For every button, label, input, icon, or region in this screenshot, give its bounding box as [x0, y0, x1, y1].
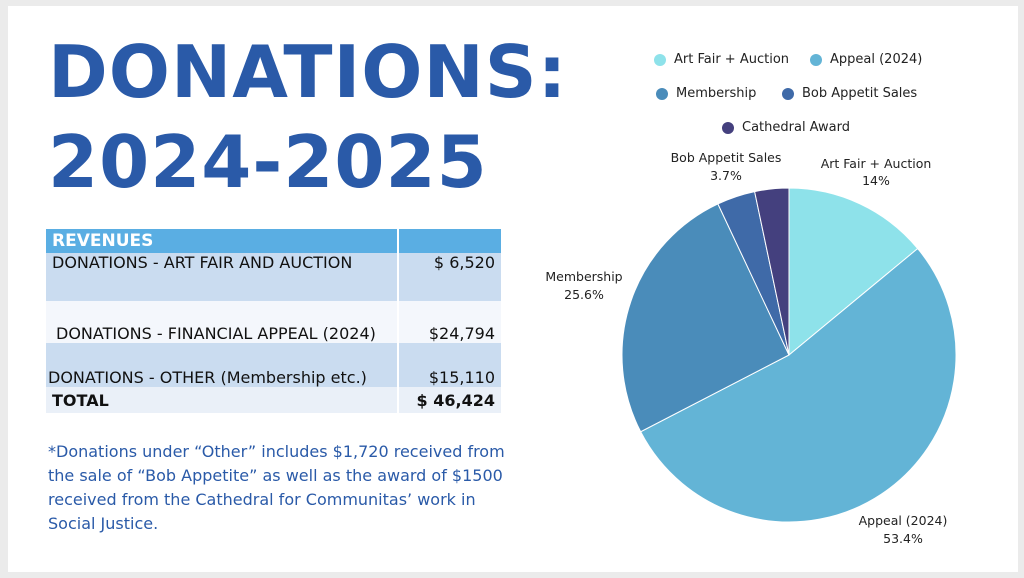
slice-name-label: Membership [545, 269, 622, 284]
revenue-table: REVENUES DONATIONS - ART FAIR AND AUCTIO… [46, 229, 501, 413]
legend-label: Art Fair + Auction [674, 52, 790, 67]
title-line-2: 2024-2025 [48, 120, 488, 204]
legend-swatch [782, 87, 794, 100]
legend-label: Appeal (2024) [830, 52, 923, 67]
footnote: *Donations under “Other” includes $1,720… [48, 442, 505, 533]
slice-percent-label: 14% [862, 173, 890, 188]
total-amount: $ 46,424 [398, 387, 501, 413]
legend-label: Bob Appetit Sales [802, 86, 918, 101]
table-row: DONATIONS - OTHER (Membership etc.) $15,… [46, 343, 501, 387]
pie-slice [621, 203, 790, 433]
title-line-1: DONATIONS: [48, 30, 568, 114]
row-amount: $24,794 [398, 301, 501, 343]
slice-name-label: Art Fair + Auction [821, 156, 932, 171]
pie-slice [640, 247, 957, 523]
legend-swatch [722, 121, 734, 134]
legend-swatch [810, 53, 822, 66]
row-amount: $15,110 [398, 343, 501, 387]
total-label: TOTAL [46, 387, 399, 413]
legend-item-cathedral: Cathedral Award [722, 120, 850, 135]
row-label: DONATIONS - ART FAIR AND AUCTION [46, 253, 399, 301]
legend-item-membership: Membership [656, 86, 756, 101]
legend-label: Cathedral Award [742, 120, 851, 135]
row-label: DONATIONS - OTHER (Membership etc.) [46, 343, 399, 387]
legend-swatch [654, 53, 666, 66]
slice-name-label: Bob Appetit Sales [671, 150, 782, 165]
pie-slice [754, 187, 790, 356]
table-total-row: TOTAL $ 46,424 [46, 387, 501, 413]
legend-swatch [656, 87, 668, 100]
row-amount: $ 6,520 [398, 253, 501, 301]
slice-percent-label: 53.4% [883, 531, 923, 546]
legend-item-art-fair: Art Fair + Auction [654, 52, 789, 67]
row-label: DONATIONS - FINANCIAL APPEAL (2024) [46, 301, 399, 343]
slice-percent-label: 25.6% [564, 287, 604, 302]
table-header: REVENUES [46, 229, 399, 253]
slice-percent-label: 3.7% [710, 168, 742, 183]
legend-item-bob-appetit: Bob Appetit Sales [782, 86, 917, 101]
table-row: DONATIONS - ART FAIR AND AUCTION $ 6,520 [46, 253, 501, 301]
slice-name-label: Appeal (2024) [859, 513, 948, 528]
legend-label: Membership [676, 86, 757, 101]
table-header-row: REVENUES [46, 229, 501, 253]
table-row: DONATIONS - FINANCIAL APPEAL (2024) $24,… [46, 301, 501, 343]
legend-item-appeal: Appeal (2024) [810, 52, 922, 67]
pie-slice [788, 187, 919, 357]
